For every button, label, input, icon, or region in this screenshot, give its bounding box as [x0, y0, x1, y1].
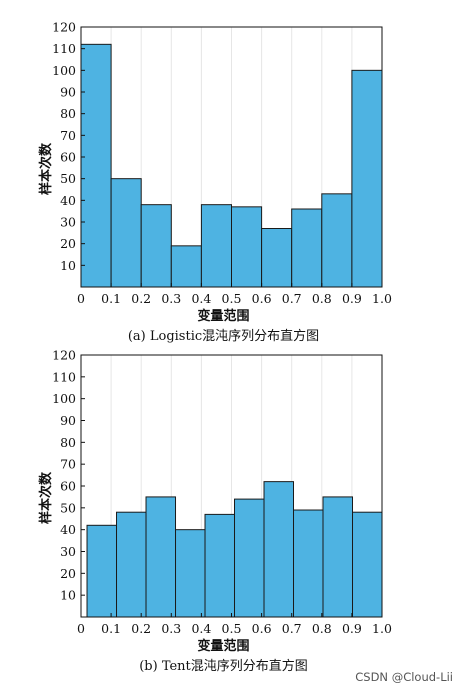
- x-tick-label: 0: [77, 621, 85, 636]
- y-tick-label: 120: [52, 20, 76, 35]
- y-tick-label: 110: [52, 369, 76, 384]
- y-tick-label: 20: [60, 566, 76, 581]
- histogram-bar: [140, 204, 172, 288]
- y-tick-label: 90: [60, 413, 76, 428]
- y-tick-label: 100: [52, 391, 76, 406]
- x-tick-label: 0: [77, 291, 85, 306]
- y-tick-label: 60: [60, 150, 76, 165]
- histogram-bar: [234, 498, 265, 618]
- x-tick-label: 0.6: [252, 291, 272, 306]
- y-tick-label: 40: [60, 522, 76, 537]
- y-axis-label: 样本次数: [38, 471, 54, 524]
- y-tick-label: 120: [52, 348, 76, 363]
- x-tick-label: 0.8: [312, 621, 332, 636]
- x-tick-label: 0.1: [101, 291, 121, 306]
- x-tick-label: 0.3: [161, 621, 181, 636]
- chart-panel-1: 10 20 30 40 50 60 70 80 90 100 110 120 0 0.1 0.2 0.3 0.4…: [38, 20, 392, 345]
- x-tick-label: 0.2: [131, 621, 151, 636]
- x-tick-label: 0.5: [222, 621, 242, 636]
- histogram-bar: [80, 43, 112, 288]
- histogram-bar: [86, 524, 118, 618]
- watermark: CSDN @Cloud-Lii: [355, 670, 453, 684]
- histogram-bar: [175, 529, 206, 618]
- x-tick-label: 0.7: [282, 621, 302, 636]
- x-tick-label: 0.2: [131, 291, 151, 306]
- x-tick-label: 1.0: [372, 621, 392, 636]
- y-tick-label: 110: [52, 41, 76, 56]
- histogram-bar: [170, 245, 202, 288]
- y-tick-label: 60: [60, 479, 76, 494]
- histogram-bar: [291, 208, 323, 288]
- figure-caption: (b) Tent混沌序列分布直方图: [139, 658, 308, 674]
- y-tick-label: 30: [60, 215, 76, 230]
- histogram-bar: [322, 496, 354, 618]
- histogram-bar: [231, 206, 263, 288]
- x-tick-label: 0.7: [282, 291, 302, 306]
- histogram-bar: [263, 481, 295, 618]
- histogram-bar: [145, 496, 177, 618]
- y-tick-label: 70: [60, 457, 76, 472]
- histogram-bar: [261, 228, 293, 288]
- x-tick-label: 0.9: [342, 621, 362, 636]
- x-axis-label: 变量范围: [197, 308, 249, 324]
- y-tick-label: 30: [60, 544, 76, 559]
- chart-panel-2: 10 20 30 40 50 60 70 80 90 100 110 120 0 0.1 0.2 0.3 0.4…: [38, 348, 392, 675]
- y-tick-label: 40: [60, 193, 76, 208]
- histogram-bar: [204, 513, 236, 618]
- histogram-bar: [293, 509, 324, 618]
- x-tick-label: 0.6: [252, 621, 272, 636]
- y-tick-label: 70: [60, 128, 76, 143]
- y-tick-label: 80: [60, 435, 76, 450]
- y-tick-label: 50: [60, 500, 76, 515]
- x-tick-label: 0.8: [312, 291, 332, 306]
- y-axis-label: 样本次数: [38, 142, 54, 195]
- x-tick-label: 0.5: [222, 291, 242, 306]
- y-tick-label: 100: [52, 63, 76, 78]
- y-tick-label: 50: [60, 171, 76, 186]
- histogram-bar: [321, 193, 353, 288]
- x-tick-label: 0.1: [101, 621, 121, 636]
- x-tick-label: 0.4: [191, 291, 211, 306]
- figure-caption: (a) Logistic混沌序列分布直方图: [128, 328, 319, 344]
- x-tick-label: 0.3: [161, 291, 181, 306]
- histogram-bar: [116, 511, 147, 618]
- x-axis-label: 变量范围: [197, 638, 249, 654]
- y-tick-label: 90: [60, 85, 76, 100]
- x-tick-label: 0.4: [191, 621, 211, 636]
- x-tick-label: 0.9: [342, 291, 362, 306]
- histogram-bar: [200, 204, 232, 288]
- histogram-bar: [110, 178, 142, 288]
- y-tick-label: 80: [60, 106, 76, 121]
- histogram-bar: [352, 511, 383, 618]
- y-tick-label: 20: [60, 236, 76, 251]
- x-tick-label: 1.0: [372, 291, 392, 306]
- histogram-bar: [351, 69, 383, 288]
- y-tick-label: 10: [60, 588, 76, 603]
- y-tick-label: 10: [60, 258, 76, 273]
